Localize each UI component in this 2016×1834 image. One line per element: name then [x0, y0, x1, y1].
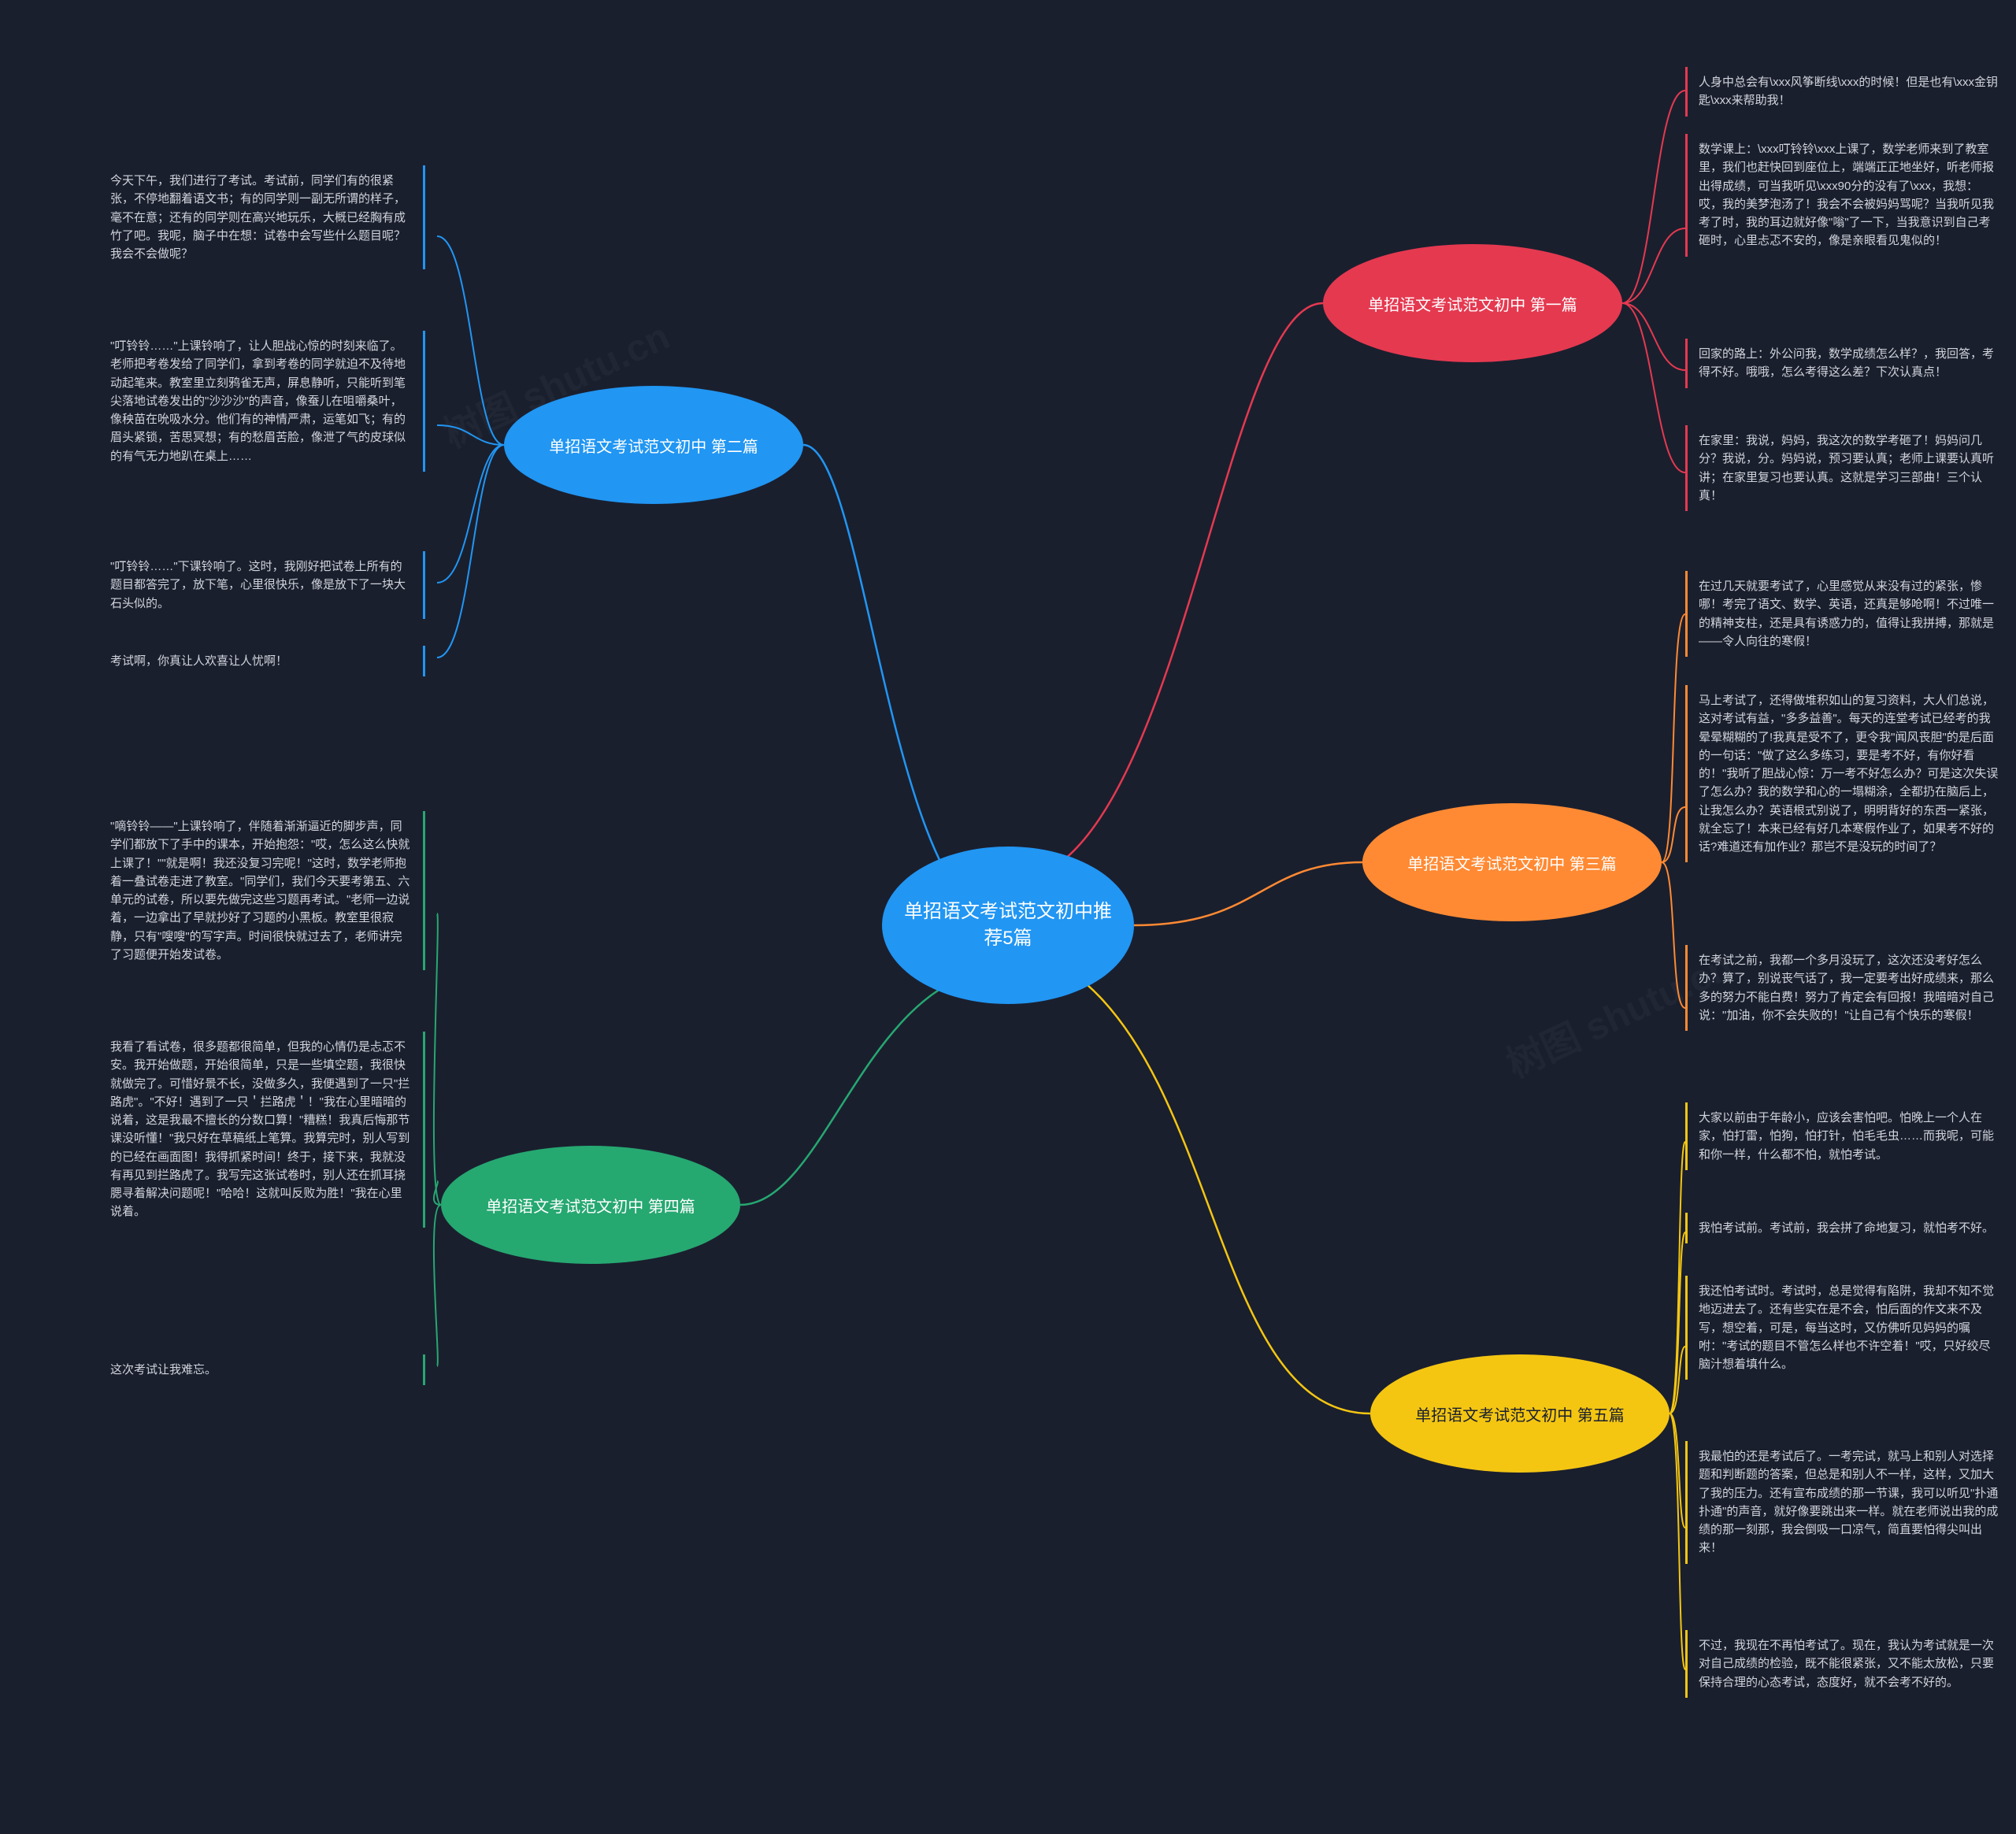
mindmap-leaf[interactable]: "叮铃铃……"下课铃响了。这时，我刚好把试卷上所有的题目都答完了，放下笔，心里很…: [110, 551, 425, 619]
mindmap-leaf[interactable]: 我怕考试前。考试前，我会拼了命地复习，就怕考不好。: [1685, 1213, 2000, 1243]
mindmap-leaf[interactable]: "叮铃铃……"上课铃响了，让人胆战心惊的时刻来临了。老师把考卷发给了同学们，拿到…: [110, 331, 425, 472]
mindmap-leaf[interactable]: 今天下午，我们进行了考试。考试前，同学们有的很紧张，不停地翻着语文书；有的同学则…: [110, 165, 425, 269]
mindmap-leaf[interactable]: 回家的路上：外公问我，数学成绩怎么样？，我回答，考得不好。哦哦，怎么考得这么差？…: [1685, 339, 2000, 388]
mindmap-leaf[interactable]: 我还怕考试时。考试时，总是觉得有陷阱，我却不知不觉地迈进去了。还有些实在是不会，…: [1685, 1276, 2000, 1380]
mindmap-leaf[interactable]: "嘀铃铃——"上课铃响了，伴随着渐渐逼近的脚步声，同学们都放下了手中的课本，开始…: [110, 811, 425, 970]
mindmap-leaf[interactable]: 不过，我现在不再怕考试了。现在，我认为考试就是一次对自己成绩的检验，既不能很紧张…: [1685, 1630, 2000, 1698]
mindmap-leaf[interactable]: 在考试之前，我都一个多月没玩了，这次还没考好怎么办？算了，别说丧气话了，我一定要…: [1685, 945, 2000, 1031]
mindmap-leaf[interactable]: 马上考试了，还得做堆积如山的复习资料，大人们总说，这对考试有益，"多多益善"。每…: [1685, 685, 2000, 862]
mindmap-leaf[interactable]: 考试啊，你真让人欢喜让人忧啊！: [110, 646, 425, 676]
mindmap-branch-node-4[interactable]: 单招语文考试范文初中 第四篇: [441, 1146, 740, 1264]
mindmap-leaf[interactable]: 我看了看试卷，很多题都很简单，但我的心情仍是忐忑不安。我开始做题，开始很简单，只…: [110, 1032, 425, 1228]
mindmap-leaf[interactable]: 在过几天就要考试了，心里感觉从来没有过的紧张，惨哪！考完了语文、数学、英语，还真…: [1685, 571, 2000, 657]
mindmap-center-node[interactable]: 单招语文考试范文初中推荐5篇: [882, 847, 1134, 1004]
mindmap-branch-node-2[interactable]: 单招语文考试范文初中 第二篇: [504, 386, 803, 504]
mindmap-leaf[interactable]: 这次考试让我难忘。: [110, 1354, 425, 1385]
mindmap-leaf[interactable]: 人身中总会有\xxx风筝断线\xxx的时候！但是也有\xxx金钥匙\xxx来帮助…: [1685, 67, 2000, 117]
mindmap-leaf[interactable]: 数学课上：\xxx叮铃铃\xxx上课了，数学老师来到了教室里，我们也赶快回到座位…: [1685, 134, 2000, 257]
mindmap-leaf[interactable]: 在家里：我说，妈妈，我这次的数学考砸了！妈妈问几分？我说，分。妈妈说，预习要认真…: [1685, 425, 2000, 511]
mindmap-branch-node-5[interactable]: 单招语文考试范文初中 第五篇: [1370, 1354, 1670, 1473]
mindmap-branch-node-1[interactable]: 单招语文考试范文初中 第一篇: [1323, 244, 1622, 362]
mindmap-leaf[interactable]: 我最怕的还是考试后了。一考完试，就马上和别人对选择题和判断题的答案，但总是和别人…: [1685, 1441, 2000, 1564]
mindmap-branch-node-3[interactable]: 单招语文考试范文初中 第三篇: [1362, 803, 1662, 921]
mindmap-leaf[interactable]: 大家以前由于年龄小，应该会害怕吧。怕晚上一个人在家，怕打雷，怕狗，怕打针，怕毛毛…: [1685, 1102, 2000, 1170]
